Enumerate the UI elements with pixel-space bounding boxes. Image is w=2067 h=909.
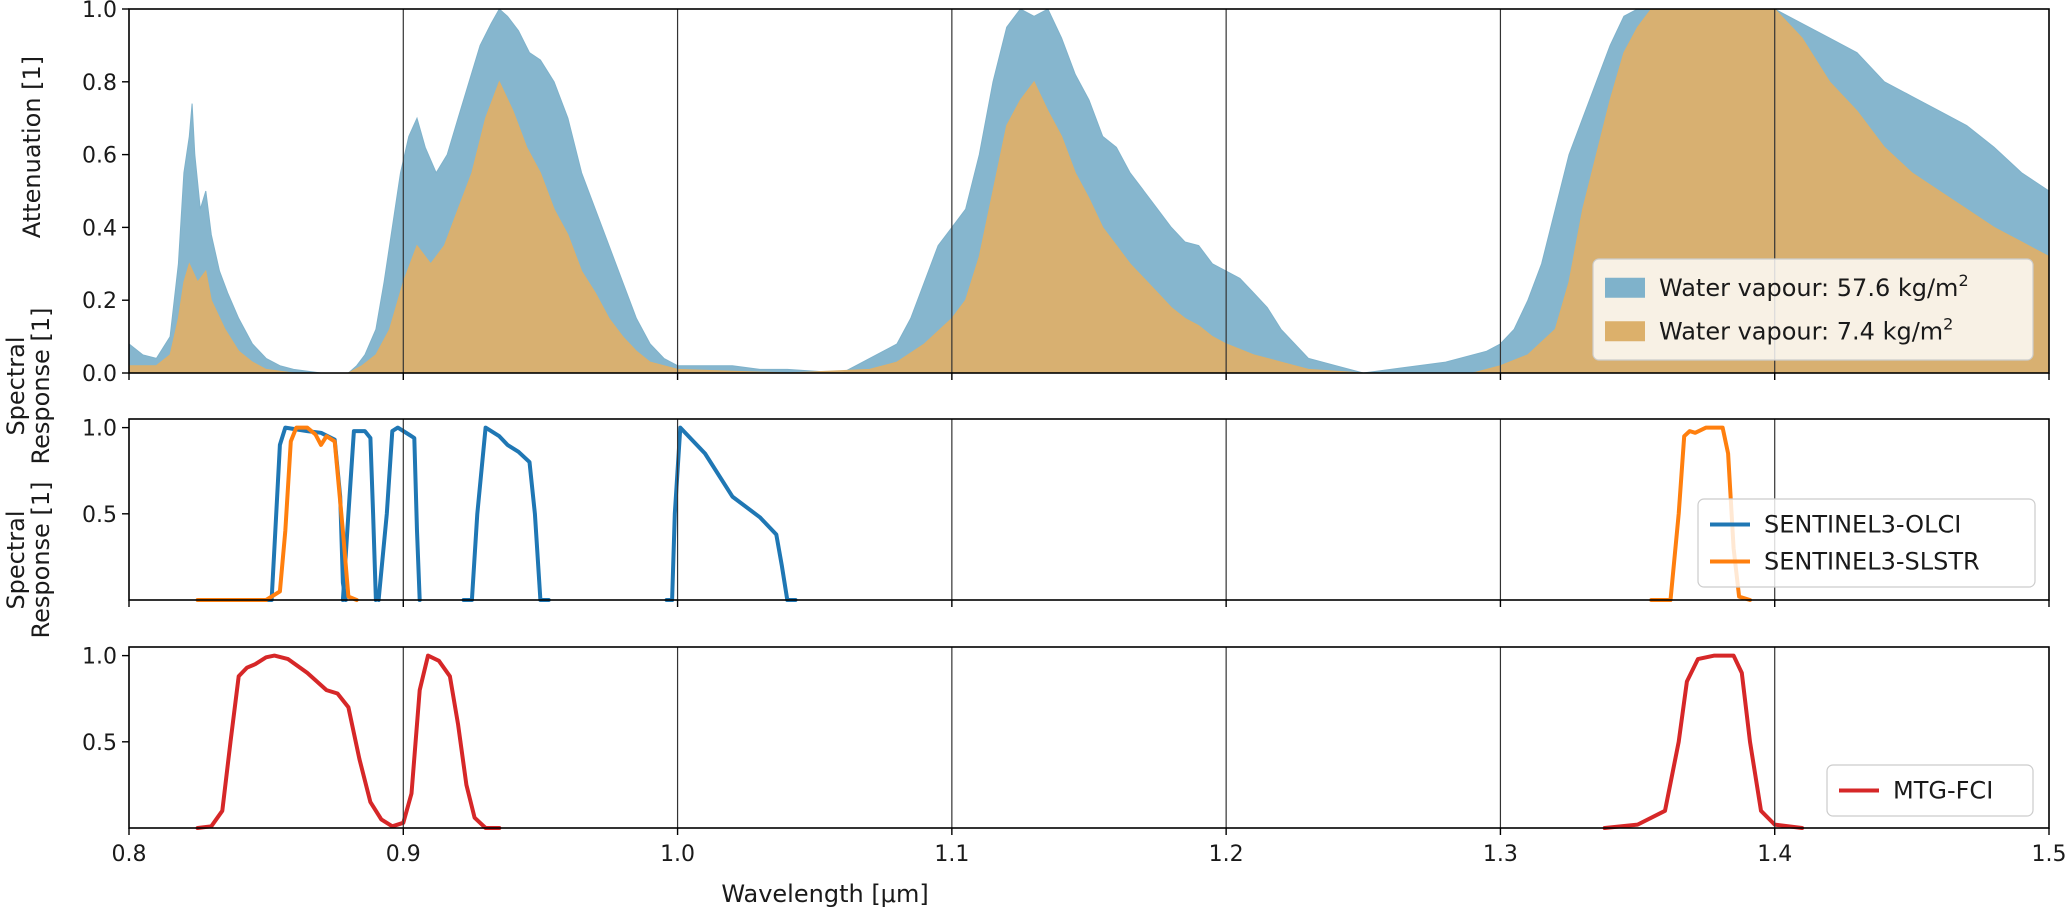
- sentinel-y-axis-label-line2: Response [1]: [27, 308, 55, 465]
- sentinel-response-panel-frame: [128, 418, 2050, 601]
- sentinel-y-axis-label-line1: Spectral: [2, 336, 30, 435]
- response-curve-sentinel3-olci-band-3: [376, 425, 422, 602]
- legend-box: [1592, 258, 2034, 361]
- legend-swatch: [1605, 321, 1645, 342]
- response-curve-sentinel3-olci-band-1: [264, 425, 348, 602]
- x-tick-label: 1.1: [934, 842, 969, 867]
- legend-label: Water vapour: 7.4 kg/m2: [1659, 314, 1953, 345]
- x-axis-label: Wavelength [μm]: [721, 880, 928, 908]
- response-curve-mtg-fci-band-1: [195, 653, 502, 830]
- legend-label: SENTINEL3-SLSTR: [1764, 548, 1980, 576]
- y-tick-label: 1.0: [82, 645, 117, 670]
- y-tick-label: 0.2: [82, 289, 117, 314]
- y-tick-label: 0.4: [82, 216, 117, 241]
- y-tick-label: 0.5: [82, 503, 117, 528]
- y-tick-label: 0.8: [82, 71, 117, 96]
- attenuation-y-axis-label: Attenuation [1]: [18, 56, 46, 238]
- legend-label: Water vapour: 57.6 kg/m2: [1659, 271, 1969, 302]
- response-curve-sentinel3-olci-band-4: [461, 425, 551, 602]
- x-tick-label: 0.8: [112, 842, 147, 867]
- legend-label: SENTINEL3-OLCI: [1764, 511, 1961, 539]
- y-tick-label: 0.0: [82, 362, 117, 387]
- x-tick-label: 1.4: [1757, 842, 1792, 867]
- y-tick-label: 1.0: [82, 417, 117, 442]
- x-tick-label: 1.2: [1209, 842, 1244, 867]
- mtg-response-panel: 0.8 0.9 1.0 1.1 1.2 1.3 1.4 1.50.51.0 Spectral …: [2, 482, 2067, 867]
- x-tick-label: 0.9: [386, 842, 421, 867]
- mtg-response-panel-frame: [128, 646, 2050, 829]
- legend-swatch: [1605, 277, 1645, 298]
- response-curve-sentinel3-olci-band-5: [664, 425, 798, 602]
- response-curve-sentinel3-slstr-band-1: [195, 425, 359, 602]
- x-tick-label: 1.0: [660, 842, 695, 867]
- y-tick-label: 1.0: [82, 0, 117, 23]
- mtg-y-axis-label-line2: Response [1]: [27, 482, 55, 639]
- attenuation-panel-frame: [128, 8, 2050, 374]
- y-tick-label: 0.6: [82, 144, 117, 169]
- x-tick-label: 1.3: [1483, 842, 1518, 867]
- legend-box: [1826, 764, 2034, 817]
- response-curve-mtg-fci-band-2: [1602, 653, 1805, 830]
- y-tick-label: 0.5: [82, 731, 117, 756]
- attenuation-area-series-2: [128, 8, 2050, 374]
- legend-box: [1697, 498, 2036, 588]
- mtg-y-axis-label-line1: Spectral: [2, 510, 30, 609]
- response-curve-sentinel3-olci-band-2: [340, 429, 378, 602]
- sentinel-response-panel: 0.5 1.0 Spectral Response [1] SENTINEL3-O…: [2, 308, 2050, 607]
- x-tick-label: 1.5: [2032, 842, 2067, 867]
- legend-label: MTG-FCI: [1893, 777, 1993, 805]
- attenuation-panel: 0.0 0.2 0.4 0.6 0.8 1.0 Attenuation [1] Water…: [18, 0, 2050, 387]
